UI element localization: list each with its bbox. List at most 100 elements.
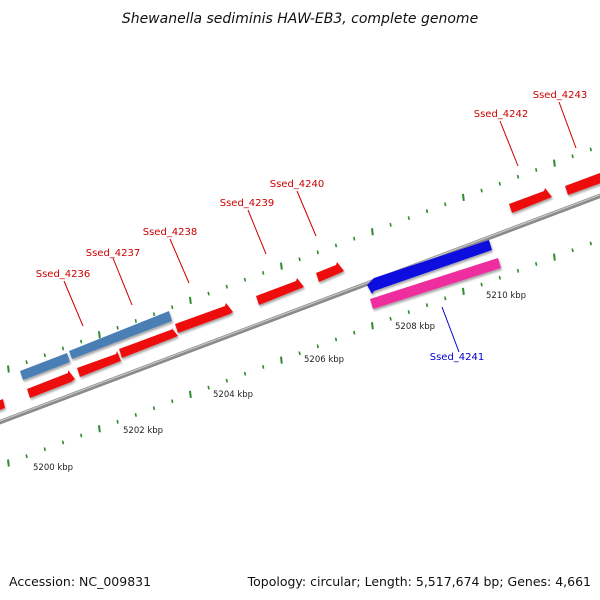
scale-tick xyxy=(7,365,10,373)
scale-tick xyxy=(116,419,119,424)
gene-feature-forward[interactable] xyxy=(77,351,121,377)
scale-label: 5208 kbp xyxy=(395,322,435,332)
gene-labels: Ssed_4236 Ssed_4237 Ssed_4238 Ssed_4239 … xyxy=(36,90,588,363)
gene-feature-forward[interactable] xyxy=(256,278,304,305)
scale-tick xyxy=(535,262,538,266)
scale-tick xyxy=(371,228,374,236)
scale-tick xyxy=(243,371,247,376)
map-title: Shewanella sediminis HAW-EB3, complete g… xyxy=(122,11,478,27)
scale-tick xyxy=(298,351,301,356)
scale-tick xyxy=(389,222,392,227)
scale-tick xyxy=(371,322,374,330)
scale-tick xyxy=(589,241,592,246)
scale-label: 5200 kbp xyxy=(33,463,73,473)
scale-tick xyxy=(61,440,65,445)
gene-label[interactable]: Ssed_4241 xyxy=(430,352,485,363)
scale-tick xyxy=(444,202,447,207)
gene-label[interactable]: Ssed_4237 xyxy=(86,248,141,259)
scale-tick xyxy=(480,188,483,193)
scale-tick xyxy=(189,390,192,399)
outer-tick-row xyxy=(7,147,592,373)
gene-feature-forward[interactable] xyxy=(316,262,344,282)
genome-backbone-highlight xyxy=(0,194,600,422)
gene-label[interactable]: Ssed_4242 xyxy=(474,109,529,120)
gene-label[interactable]: Ssed_4240 xyxy=(270,179,325,190)
gene-features xyxy=(0,171,600,411)
scale-tick xyxy=(152,406,156,411)
scale-tick xyxy=(134,319,137,323)
scale-tick xyxy=(535,168,538,172)
scale-tick xyxy=(134,413,137,417)
scale-tick xyxy=(389,316,392,321)
scale-tick xyxy=(262,271,265,275)
genome-backbone xyxy=(0,193,600,425)
gene-feature-blue[interactable] xyxy=(20,353,70,380)
gene-label[interactable]: Ssed_4238 xyxy=(143,227,198,238)
scale-tick xyxy=(98,425,101,433)
scale-label: 5206 kbp xyxy=(304,355,344,365)
scale-labels: 5200 kbp 5202 kbp 5204 kbp 5206 kbp 5208… xyxy=(33,291,526,473)
scale-tick xyxy=(316,344,319,349)
gene-feature-forward[interactable] xyxy=(0,399,5,411)
scale-tick xyxy=(498,181,501,186)
gene-feature-blue[interactable] xyxy=(69,311,172,359)
callout-line xyxy=(558,101,577,149)
scale-tick xyxy=(353,330,356,335)
scale-label: 5202 kbp xyxy=(123,426,163,436)
scale-tick xyxy=(80,339,83,344)
scale-tick xyxy=(407,310,410,314)
scale-tick xyxy=(425,303,429,308)
scale-label: 5204 kbp xyxy=(213,390,253,400)
scale-tick xyxy=(98,331,101,339)
scale-tick xyxy=(462,193,465,202)
gene-label[interactable]: Ssed_4236 xyxy=(36,269,91,280)
scale-label: 5210 kbp xyxy=(486,291,526,301)
scale-tick xyxy=(43,447,46,452)
scale-tick xyxy=(25,360,28,365)
scale-tick xyxy=(225,284,228,289)
scale-tick xyxy=(425,209,429,214)
scale-tick xyxy=(553,253,556,261)
scale-tick xyxy=(516,268,520,273)
scale-tick xyxy=(207,291,210,296)
scale-tick xyxy=(516,174,520,179)
scale-tick xyxy=(280,356,283,364)
accession-text: Accession: NC_009831 xyxy=(9,574,151,589)
callout-line xyxy=(169,238,190,284)
scale-tick xyxy=(298,257,301,262)
scale-tick xyxy=(444,296,447,301)
scale-tick xyxy=(480,282,483,287)
scale-tick xyxy=(171,399,174,404)
gene-feature-forward[interactable] xyxy=(119,327,178,358)
scale-tick xyxy=(553,159,556,167)
gene-feature-reverse-pink[interactable] xyxy=(370,258,501,309)
scale-tick xyxy=(225,378,228,383)
scale-tick xyxy=(7,459,10,467)
scale-tick xyxy=(571,154,574,159)
gene-feature-forward[interactable] xyxy=(175,303,233,333)
scale-tick xyxy=(61,346,65,351)
scale-tick xyxy=(589,147,592,152)
scale-tick xyxy=(316,250,319,255)
gene-feature-forward[interactable] xyxy=(509,188,552,213)
scale-tick xyxy=(152,312,156,317)
gene-label[interactable]: Ssed_4239 xyxy=(220,198,275,209)
callout-line xyxy=(112,257,133,306)
scale-tick xyxy=(498,275,501,280)
gene-feature-forward[interactable] xyxy=(27,370,75,398)
scale-tick xyxy=(262,365,265,369)
callout-line xyxy=(63,280,84,327)
scale-tick xyxy=(280,262,283,270)
gene-label[interactable]: Ssed_4243 xyxy=(533,90,588,101)
scale-tick xyxy=(407,216,410,220)
scale-tick xyxy=(43,353,46,358)
scale-tick xyxy=(116,325,119,330)
scale-tick xyxy=(207,385,210,390)
callout-line xyxy=(296,190,317,237)
gene-feature-reverse-blue[interactable] xyxy=(367,240,492,294)
callout-line xyxy=(247,209,267,255)
inner-tick-row xyxy=(7,241,592,467)
gene-feature-forward[interactable] xyxy=(565,171,600,195)
scale-tick xyxy=(571,248,574,253)
